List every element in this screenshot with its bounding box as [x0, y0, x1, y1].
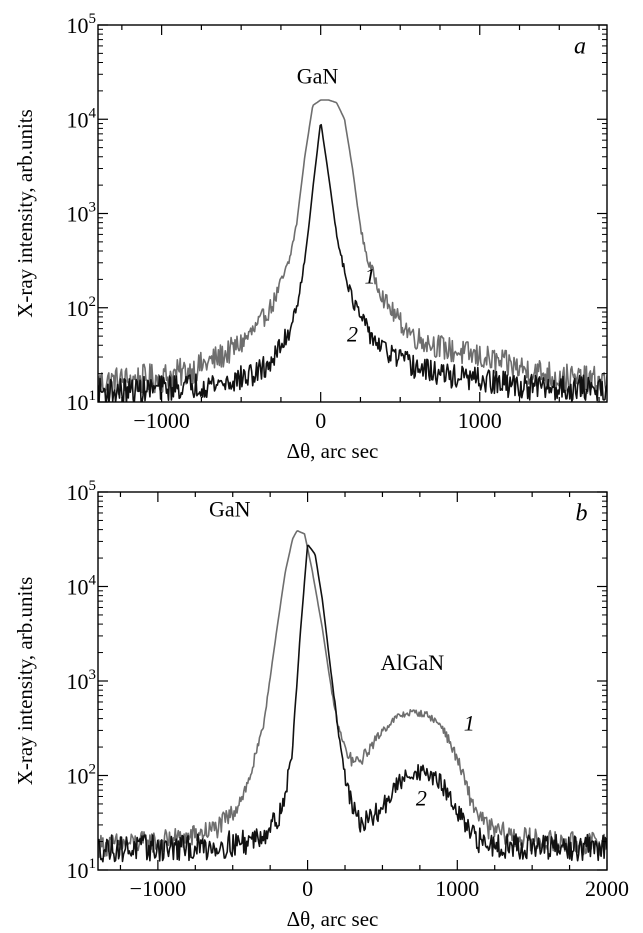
panel-letter: b: [576, 500, 588, 526]
y-tick-label: 104: [67, 105, 97, 132]
series-line-a-2: [98, 123, 607, 402]
x-axis-title: Δθ, arc sec: [287, 439, 379, 463]
curve-label-1: 1: [364, 264, 375, 289]
y-tick-label-base: 10: [67, 107, 89, 132]
x-tick-label: 0: [315, 408, 326, 433]
y-tick-label: 101: [67, 388, 97, 415]
x-tick-label: 0: [302, 876, 313, 901]
y-tick-label: 105: [67, 478, 97, 505]
x-tick-label: −1000: [130, 876, 186, 901]
y-tick-label-exponent: 4: [89, 105, 97, 121]
annotation-label: GaN: [297, 63, 339, 88]
annotation-label: AlGaN: [381, 650, 445, 675]
series-line-a-1: [98, 99, 607, 398]
curve-label-2: 2: [416, 786, 427, 811]
x-tick-label: 1000: [458, 408, 502, 433]
y-tick-label-base: 10: [67, 13, 89, 38]
y-tick-label-base: 10: [67, 480, 89, 505]
y-tick-label-exponent: 4: [89, 573, 97, 589]
y-tick-label: 105: [67, 11, 97, 38]
y-tick-label-base: 10: [67, 296, 89, 321]
y-tick-label-exponent: 1: [89, 388, 97, 404]
y-axis-title: X-ray intensity, arb.units: [13, 577, 37, 786]
y-tick-label-exponent: 2: [89, 294, 97, 310]
y-tick-label-base: 10: [67, 575, 89, 600]
y-tick-label-base: 10: [67, 764, 89, 789]
annotation-label: GaN: [209, 497, 251, 522]
y-tick-label-exponent: 3: [89, 200, 97, 216]
y-tick-label-base: 10: [67, 390, 89, 415]
y-tick-label-exponent: 5: [89, 478, 97, 494]
x-tick-label: −1000: [133, 408, 189, 433]
y-tick-label-exponent: 3: [89, 667, 97, 683]
y-tick-label: 101: [67, 856, 97, 883]
y-tick-label: 102: [67, 294, 97, 321]
panel-letter: a: [574, 33, 586, 59]
y-tick-label: 103: [67, 200, 97, 227]
y-tick-label-base: 10: [67, 202, 89, 227]
y-tick-label: 103: [67, 667, 97, 694]
y-tick-label-exponent: 1: [89, 856, 97, 872]
y-tick-label-base: 10: [67, 669, 89, 694]
curve-label-1: 1: [464, 710, 475, 735]
y-axis-title: X-ray intensity, arb.units: [13, 109, 37, 318]
y-tick-label-exponent: 5: [89, 11, 97, 27]
y-tick-label: 102: [67, 762, 97, 789]
y-tick-label-base: 10: [67, 858, 89, 883]
curve-label-2: 2: [347, 321, 358, 346]
x-axis-title: Δθ, arc sec: [287, 907, 379, 931]
y-tick-label: 104: [67, 573, 97, 600]
x-tick-label: 2000: [585, 876, 629, 901]
x-tick-label: 1000: [435, 876, 479, 901]
y-tick-label-exponent: 2: [89, 762, 97, 778]
series-line-b-2: [98, 544, 607, 863]
